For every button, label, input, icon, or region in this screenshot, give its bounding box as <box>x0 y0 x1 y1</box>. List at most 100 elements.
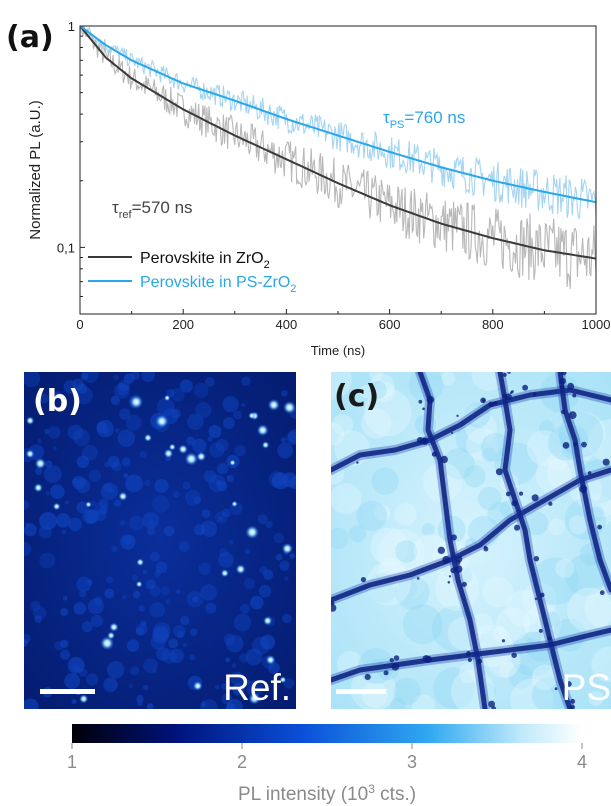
ref-speckle <box>239 653 249 663</box>
ref-speckle <box>146 703 154 709</box>
pl-map-ps: (c) PS <box>331 372 611 717</box>
ref-bright-spot <box>163 448 174 459</box>
ref-speckle <box>38 525 52 539</box>
ref-speckle <box>283 678 295 689</box>
ref-speckle <box>142 512 160 530</box>
ps-dark-speckle <box>495 468 503 476</box>
ref-speckle <box>271 472 289 490</box>
ref-speckle <box>121 457 131 467</box>
ps-domain-shade <box>331 414 354 436</box>
ps-domain-shade <box>564 498 607 540</box>
ref-speckle <box>222 416 235 429</box>
ps-domain-shade <box>510 678 554 709</box>
ref-speckle <box>156 647 170 661</box>
ref-speckle <box>149 602 166 618</box>
ref-speckle <box>263 569 274 580</box>
ref-speckle <box>280 437 287 443</box>
ref-bright-spot <box>135 580 143 588</box>
ref-speckle <box>144 479 151 487</box>
ref-speckle <box>137 700 143 706</box>
ref-bright-spot <box>248 692 261 705</box>
ref-speckle <box>39 512 57 530</box>
ref-speckle <box>156 398 175 416</box>
ref-speckle <box>192 596 199 603</box>
ps-domain-shade <box>393 677 421 705</box>
ps-domain-shade <box>363 388 412 437</box>
ref-speckle <box>136 694 144 703</box>
ps-dark-speckle <box>571 715 573 717</box>
ref-speckle <box>243 577 255 590</box>
ps-domain-shade <box>377 528 425 576</box>
ps-dark-speckle <box>393 655 400 661</box>
ref-speckle <box>71 698 77 705</box>
ps-domain-shade <box>413 533 448 568</box>
ref-speckle <box>39 552 56 569</box>
ps-domain-shade <box>496 607 530 641</box>
ps-dark-speckle <box>507 372 511 374</box>
ref-speckle <box>126 639 140 652</box>
ref-bright-spot <box>279 676 287 684</box>
ref-speckle <box>218 547 228 557</box>
ref-bright-spot <box>100 636 115 651</box>
ps-dark-speckle <box>364 673 371 681</box>
ref-speckle <box>160 586 170 595</box>
ref-speckle <box>142 569 148 575</box>
ref-speckle <box>203 470 217 483</box>
scale-bar-c <box>336 689 386 694</box>
fit-curve-0 <box>80 26 596 260</box>
ps-dark-speckle <box>522 384 529 391</box>
ps-domain-shade <box>544 611 561 627</box>
ref-speckle <box>179 379 193 393</box>
ref-bright-spot <box>267 398 280 411</box>
ref-speckle <box>142 684 149 691</box>
ref-speckle <box>201 509 211 518</box>
ref-speckle <box>208 424 222 438</box>
ps-dark-speckle <box>562 441 570 449</box>
ps-dark-speckle <box>488 700 496 708</box>
ps-domain-shade <box>535 458 572 495</box>
ref-speckle <box>273 532 285 544</box>
ref-speckle <box>277 442 294 459</box>
ref-speckle <box>289 553 295 559</box>
ps-dark-speckle <box>559 377 566 385</box>
ps-domain-shade <box>477 486 502 511</box>
ref-speckle <box>34 615 43 623</box>
ref-speckle <box>80 372 88 381</box>
ref-speckle <box>94 509 107 522</box>
ref-speckle <box>64 500 70 505</box>
ps-domain-shade <box>437 515 466 544</box>
ps-domain-shade <box>526 430 563 466</box>
ref-speckle <box>145 579 156 590</box>
ps-dark-speckle <box>493 400 498 405</box>
ps-dark-speckle <box>509 391 513 395</box>
ref-speckle <box>85 673 99 686</box>
ref-speckle <box>102 427 110 435</box>
ref-speckle <box>246 680 264 697</box>
ps-dark-speckle <box>480 397 486 404</box>
ps-domain-shade <box>487 501 512 527</box>
ps-dark-speckle <box>573 442 578 447</box>
ps-dark-speckle <box>442 555 451 564</box>
ps-domain-shade <box>412 694 436 709</box>
ref-speckle <box>119 408 131 420</box>
ref-speckle <box>175 589 181 595</box>
ref-speckle <box>105 576 113 584</box>
ref-bright-spot <box>256 424 269 437</box>
colorbar-ticks: 1 2 3 4 <box>67 743 587 772</box>
ref-speckle <box>48 426 61 439</box>
tau-ref-annotation: τref=570 ns <box>112 198 193 221</box>
ps-dark-speckle <box>533 392 537 397</box>
ps-dark-speckle <box>416 577 420 580</box>
ref-bright-spot <box>282 400 296 415</box>
ps-domain-shade <box>361 408 392 439</box>
ref-bright-spot <box>265 655 276 665</box>
ps-dark-speckle <box>467 657 473 663</box>
ref-speckle <box>55 513 71 528</box>
ref-speckle <box>215 479 223 487</box>
ref-speckle <box>73 602 87 615</box>
ref-speckle <box>117 384 129 396</box>
ref-speckle <box>114 499 122 507</box>
ref-speckle <box>61 529 67 535</box>
ref-speckle <box>170 408 182 419</box>
